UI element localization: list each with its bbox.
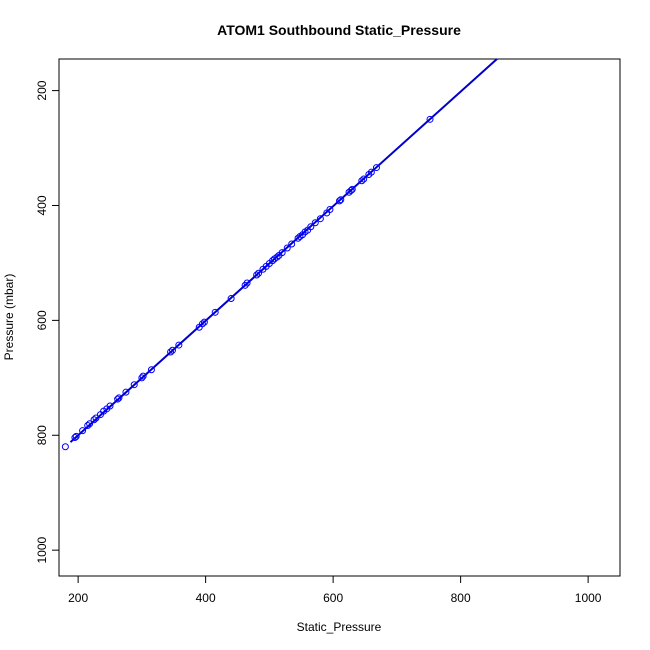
data-point xyxy=(358,177,366,185)
data-point xyxy=(283,244,291,252)
y-axis-label: Pressure (mbar) xyxy=(2,274,16,361)
data-point xyxy=(92,414,100,422)
data-point xyxy=(198,320,206,328)
data-point xyxy=(61,443,69,451)
data-point xyxy=(147,366,155,374)
data-point xyxy=(316,215,324,223)
data-point xyxy=(372,164,380,172)
data-point xyxy=(200,318,208,326)
data-point xyxy=(294,234,302,242)
data-point xyxy=(168,346,176,354)
data-point xyxy=(367,168,375,176)
data-point xyxy=(79,427,87,435)
data-point xyxy=(227,295,235,303)
data-point xyxy=(336,197,343,205)
y-tick-label: 200 xyxy=(35,80,49,100)
data-point xyxy=(114,395,122,403)
data-point xyxy=(347,187,355,195)
x-tick-label: 200 xyxy=(68,591,88,605)
data-point xyxy=(175,341,183,349)
data-point xyxy=(243,279,251,287)
data-point xyxy=(255,269,263,277)
data-point xyxy=(138,374,146,382)
y-tick-label: 1000 xyxy=(35,536,49,563)
x-tick-label: 600 xyxy=(323,591,343,605)
data-point xyxy=(211,308,219,316)
data-point xyxy=(241,281,249,289)
data-point xyxy=(269,257,277,265)
x-tick-label: 800 xyxy=(451,591,471,605)
data-point xyxy=(288,240,296,248)
data-point xyxy=(90,416,98,424)
data-point xyxy=(139,372,147,380)
y-tick-label: 400 xyxy=(35,195,49,215)
x-axis-label: Static_Pressure xyxy=(297,620,382,634)
data-point xyxy=(84,421,92,429)
data-point xyxy=(311,219,319,227)
data-point xyxy=(307,223,315,231)
data-point xyxy=(115,394,123,402)
data-point xyxy=(426,115,434,123)
data-point xyxy=(72,432,80,440)
data-point xyxy=(253,271,261,279)
data-point xyxy=(167,348,175,356)
y-tick-label: 800 xyxy=(35,425,49,445)
data-point xyxy=(337,196,345,204)
x-tick-label: 400 xyxy=(196,591,216,605)
points-layer xyxy=(61,115,434,451)
y-axis: 200 400 600 800 1000 xyxy=(35,80,60,564)
data-point xyxy=(348,185,356,193)
data-point xyxy=(86,420,94,428)
x-tick-label: 1000 xyxy=(575,591,602,605)
data-point xyxy=(130,381,138,389)
data-point xyxy=(273,253,281,261)
data-point xyxy=(71,434,79,442)
data-point xyxy=(122,388,130,396)
data-point xyxy=(106,402,114,410)
y-tick-label: 600 xyxy=(35,310,49,330)
data-point xyxy=(278,249,286,257)
data-point xyxy=(360,175,368,183)
chart-title: ATOM1 Southbound Static_Pressure xyxy=(217,22,461,38)
x-axis: 200 400 600 800 1000 xyxy=(68,575,602,605)
data-point xyxy=(326,206,334,214)
